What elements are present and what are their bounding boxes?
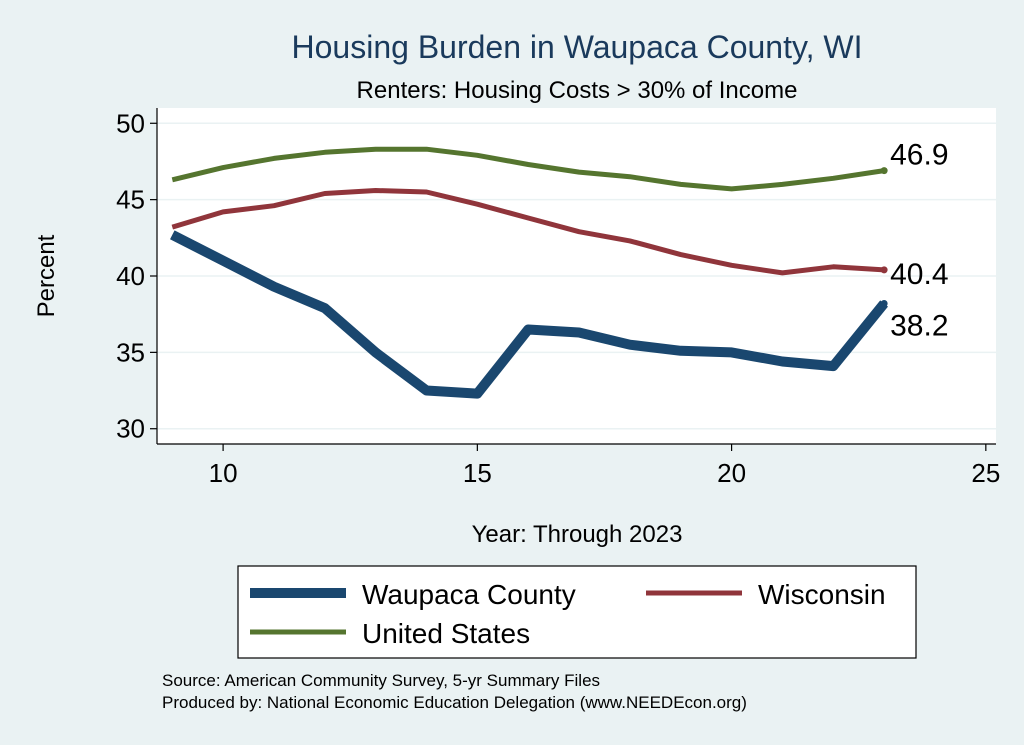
y-tick-label: 35 <box>116 337 145 367</box>
series-end-label: 46.9 <box>890 139 948 172</box>
legend-box <box>237 565 917 659</box>
source-line: Source: American Community Survey, 5-yr … <box>162 671 600 690</box>
legend-label-wisconsin: Wisconsin <box>758 579 886 610</box>
series-end-label: 40.4 <box>890 258 948 291</box>
y-tick-label: 45 <box>116 185 145 215</box>
series-end-marker <box>880 299 888 307</box>
series-lines: 46.9 40.4 38.2 <box>170 139 949 399</box>
produced-by-line: Produced by: National Economic Education… <box>162 693 747 712</box>
series-end-marker <box>880 167 888 175</box>
series-end-label: 38.2 <box>890 309 948 342</box>
chart-title: Housing Burden in Waupaca County, WI <box>292 29 863 65</box>
x-tick-label: 25 <box>971 458 1000 488</box>
x-tick-label: 20 <box>717 458 746 488</box>
legend: Waupaca County Wisconsin United States <box>237 565 917 659</box>
x-axis-label: Year: Through 2023 <box>472 521 683 548</box>
series-end-marker <box>880 266 888 274</box>
x-tick-label: 10 <box>209 458 238 488</box>
series-line-united-states <box>171 146 885 192</box>
legend-label-waupaca: Waupaca County <box>362 579 576 610</box>
chart-subtitle: Renters: Housing Costs > 30% of Income <box>357 77 798 104</box>
y-tick-label: 40 <box>116 261 145 291</box>
series-line-wisconsin <box>171 188 885 276</box>
x-tick-label: 15 <box>463 458 492 488</box>
series-line-waupaca-county <box>170 230 888 399</box>
y-axis-label: Percent <box>33 234 60 317</box>
axes: 30 35 40 45 50 10 15 20 25 <box>116 108 1000 488</box>
y-tick-label: 30 <box>116 414 145 444</box>
legend-label-united-states: United States <box>362 618 530 649</box>
y-tick-label: 50 <box>116 108 145 138</box>
